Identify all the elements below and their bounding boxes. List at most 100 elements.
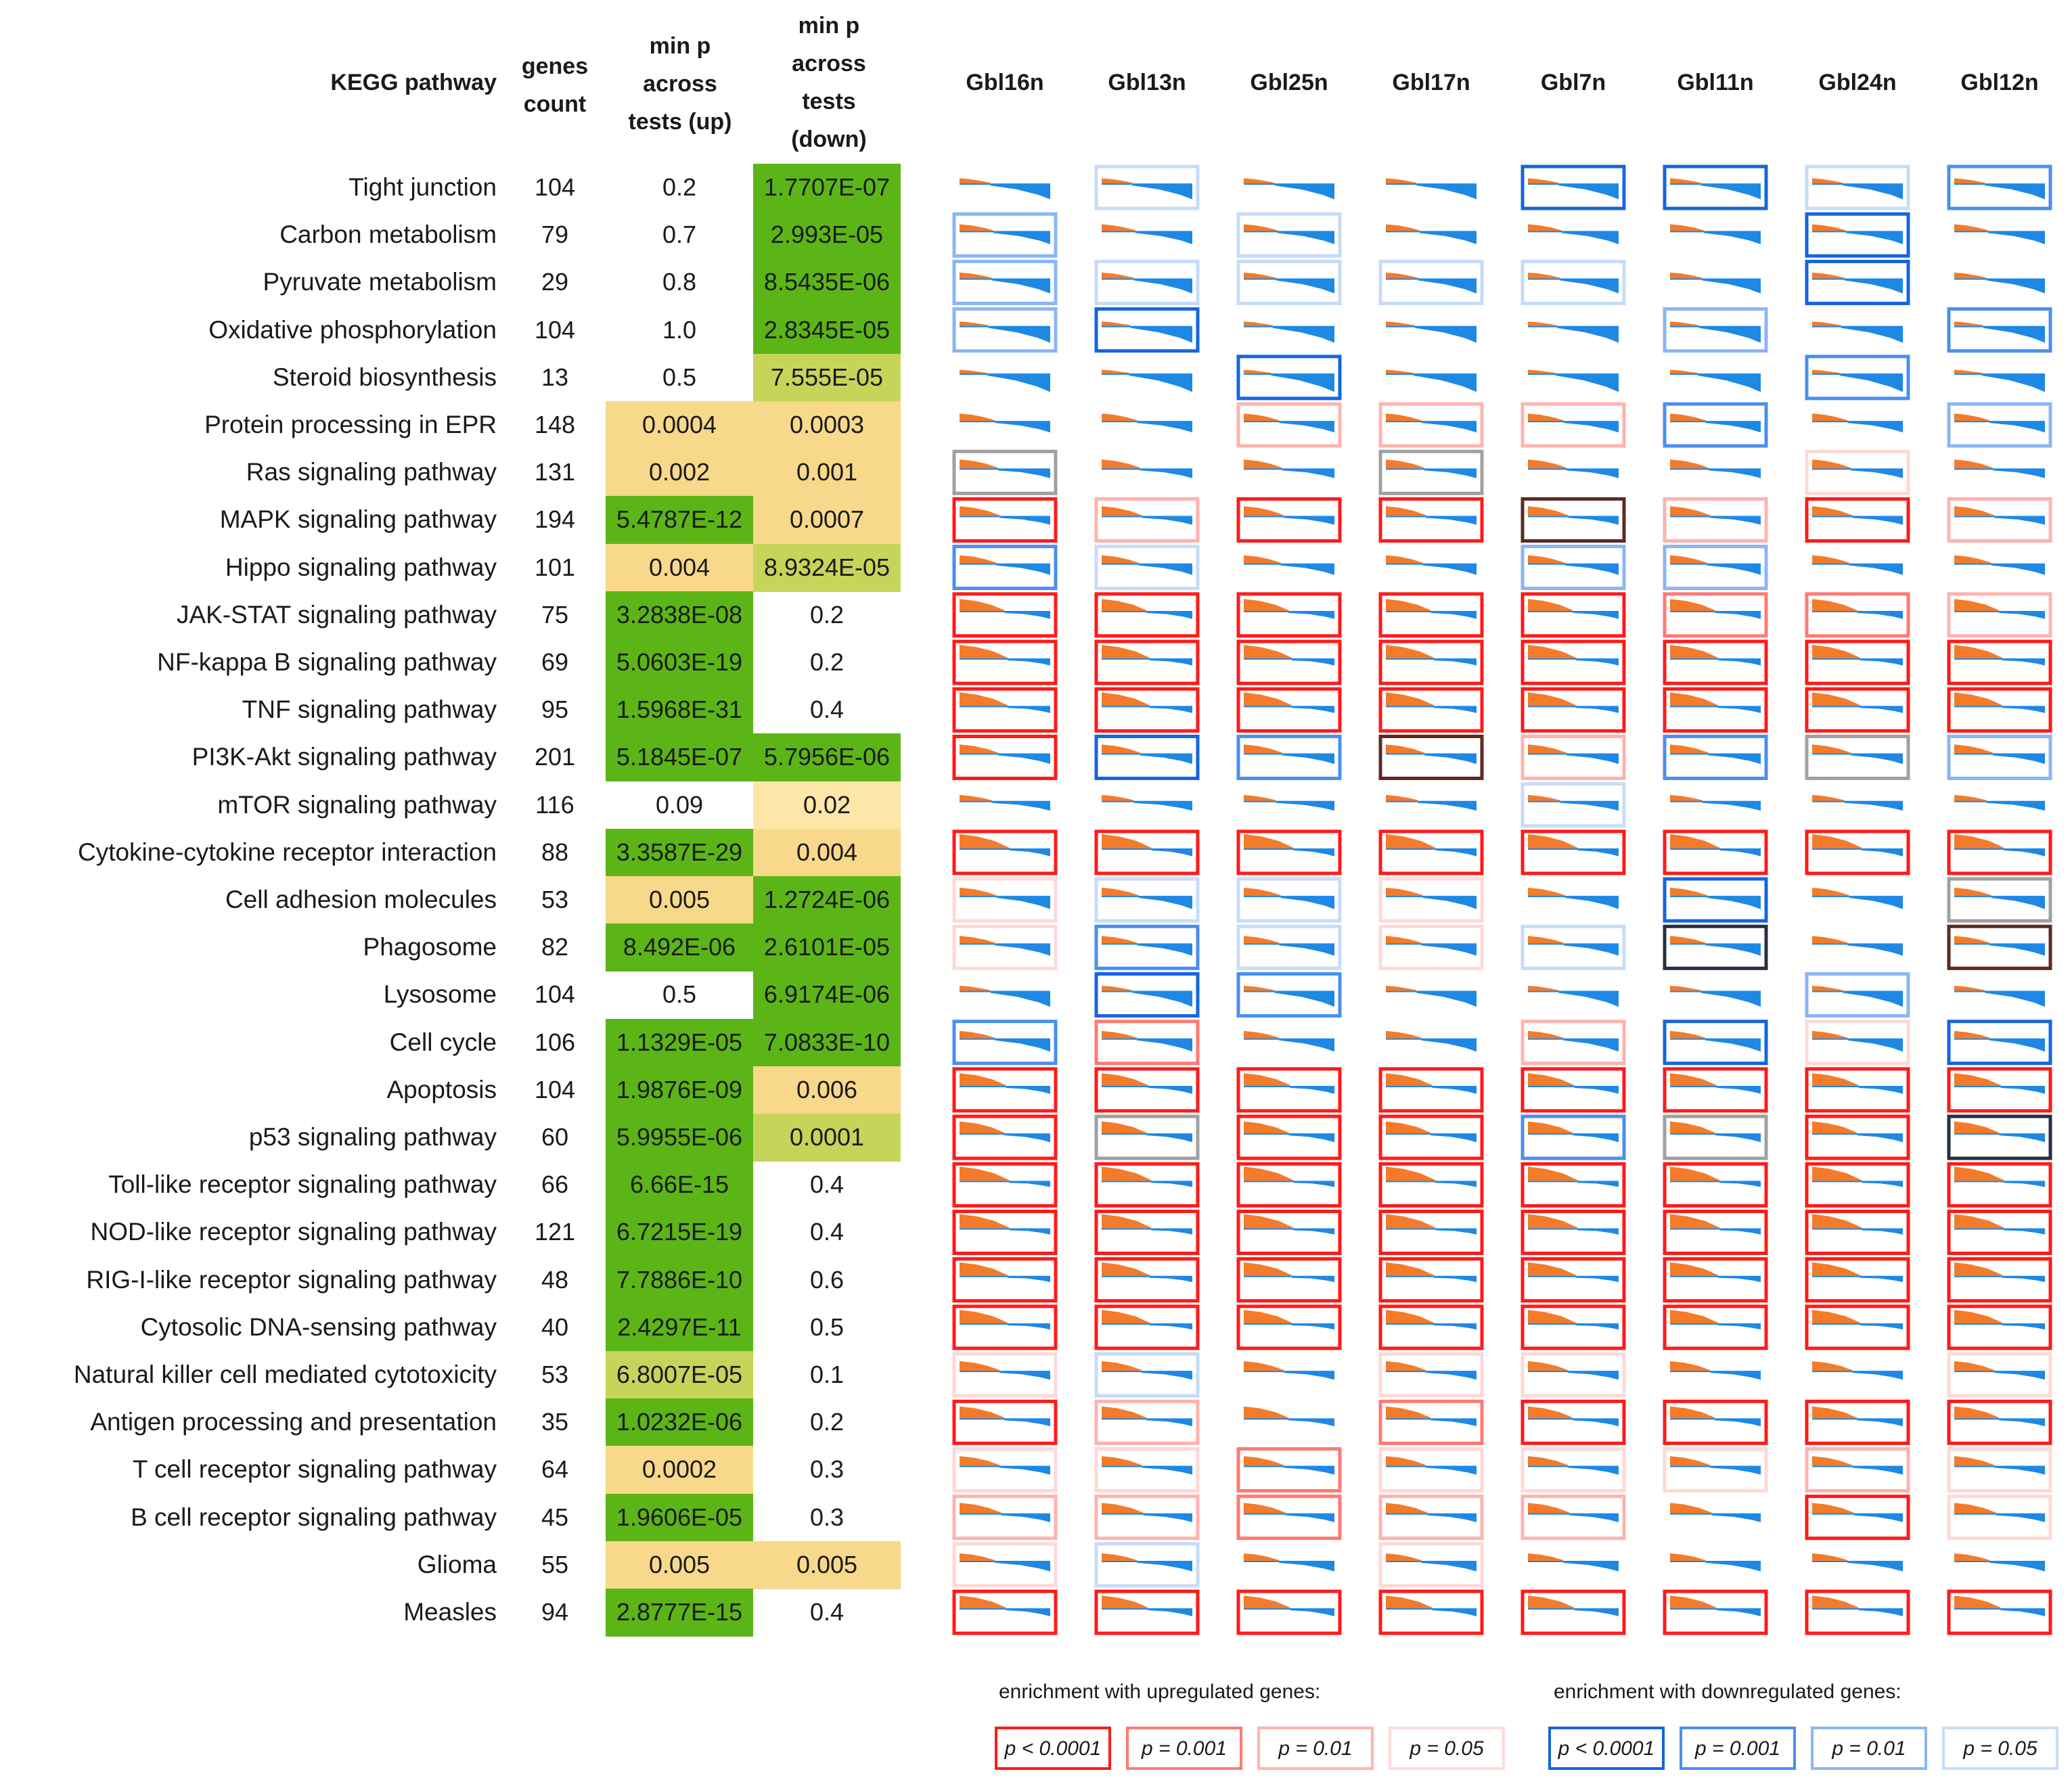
upregulated-area <box>1954 459 1993 470</box>
enrichment-cell <box>1094 972 1200 1018</box>
enrichment-cell <box>1236 212 1342 258</box>
upregulated-area <box>1528 272 1560 279</box>
sample-header-gbl17n: Gbl17n <box>1392 70 1470 95</box>
downregulated-area <box>1999 1134 2045 1143</box>
min-p-down-cell: 0.004 <box>753 828 901 877</box>
legend-item: p < 0.0001 <box>995 1727 1111 1770</box>
upregulated-area <box>960 1595 1006 1610</box>
significance-frame <box>1378 449 1484 495</box>
min-p-up-cell: 6.7215E-19 <box>606 1208 753 1257</box>
downregulated-area <box>1986 279 2045 294</box>
min-p-up-cell: 8.492E-06 <box>606 924 753 972</box>
upregulated-area <box>1670 369 1698 374</box>
downregulated-area <box>1276 279 1334 294</box>
legend-item: p = 0.001 <box>1680 1727 1796 1770</box>
sample-header-gbl16n: Gbl16n <box>966 70 1044 95</box>
min-p-down-cell: 0.001 <box>753 449 901 497</box>
downregulated-area <box>1852 1371 1903 1380</box>
enrichment-cell <box>1947 1257 2052 1303</box>
upregulated-area <box>1812 1595 1859 1610</box>
enrichment-cell <box>1805 1447 1910 1492</box>
header-down-line-1: min p <box>798 13 860 39</box>
genes-count: 40 <box>541 1313 569 1341</box>
upregulated-area <box>960 985 991 992</box>
downregulated-area <box>1284 1371 1334 1380</box>
downregulated-area <box>1421 1561 1477 1572</box>
enrichment-cell <box>1236 402 1342 448</box>
significance-frame <box>1805 260 1910 305</box>
downregulated-area <box>1426 1371 1477 1380</box>
enrichment-cell <box>1947 1495 2052 1541</box>
enrichment-cell <box>1094 1495 1200 1541</box>
upregulated-area <box>1670 1456 1711 1467</box>
upregulated-area <box>1954 1214 2004 1229</box>
enrichment-cell <box>1805 1304 1910 1350</box>
enrichment-cell <box>1378 1399 1484 1445</box>
significance-frame <box>1947 1020 2052 1066</box>
enrichment-cell <box>1236 592 1342 638</box>
significance-frame <box>1378 1304 1484 1350</box>
upregulated-area <box>1102 272 1134 279</box>
downregulated-area <box>1009 1181 1050 1187</box>
significance-frame <box>1236 497 1342 543</box>
enrichment-cell <box>1805 164 1910 210</box>
header-down-line-3: tests <box>802 89 856 114</box>
significance-frame <box>1521 1257 1626 1303</box>
enrichment-cell <box>1805 829 1910 875</box>
genes-count: 79 <box>541 221 569 249</box>
enrichment-cell <box>1947 402 2052 448</box>
significance-frame <box>1094 592 1200 638</box>
min-p-up-cell: 1.0232E-06 <box>606 1398 753 1447</box>
enrichment-cell <box>1954 459 2045 478</box>
significance-frame <box>1094 164 1200 210</box>
significance-frame <box>1947 1495 2052 1541</box>
enrichment-cell <box>1947 307 2052 353</box>
enrichment-cell <box>1670 1361 1761 1380</box>
upregulated-area <box>1244 272 1276 279</box>
enrichment-cell <box>1954 985 2045 1007</box>
genes-count: 106 <box>534 1028 576 1056</box>
downregulated-area <box>1288 1419 1334 1427</box>
significance-frame <box>1663 639 1768 685</box>
upregulated-area <box>1812 1503 1854 1514</box>
upregulated-area <box>1386 506 1426 517</box>
significance-frame <box>1521 260 1626 305</box>
significance-frame <box>1663 1304 1768 1350</box>
upregulated-area <box>1670 985 1701 992</box>
upregulated-area <box>1528 1361 1569 1372</box>
enrichment-cell <box>1378 1447 1484 1492</box>
enrichment-cell <box>1236 1162 1342 1208</box>
significance-frame <box>1947 307 2052 353</box>
enrichment-cell <box>1236 639 1342 685</box>
downregulated-area <box>1424 469 1477 478</box>
downregulated-area <box>1857 611 1903 619</box>
enrichment-cell <box>1094 260 1200 305</box>
enrichment-cell <box>1663 592 1768 638</box>
genes-count: 104 <box>534 980 576 1009</box>
legend-up-title: enrichment with upregulated genes: <box>999 1681 1321 1703</box>
downregulated-area <box>1860 1323 1903 1330</box>
downregulated-area <box>2002 659 2045 666</box>
significance-frame <box>1663 497 1768 543</box>
significance-frame <box>952 735 1058 780</box>
enrichment-cell <box>1244 555 1334 575</box>
downregulated-area <box>1710 1371 1761 1380</box>
upregulated-area <box>1528 692 1577 707</box>
downregulated-area <box>1434 1323 1477 1330</box>
enrichment-cell <box>1663 307 1768 353</box>
min-p-down-cell: 0.5 <box>809 1313 844 1341</box>
genes-count: 104 <box>534 173 576 201</box>
pathway-name: TNF signaling pathway <box>242 696 497 724</box>
significance-frame <box>1094 497 1200 543</box>
downregulated-area <box>1999 611 2045 619</box>
pathway-name: Cell adhesion molecules <box>225 886 497 913</box>
significance-frame <box>1663 1162 1768 1208</box>
enrichment-cell <box>1954 1553 2045 1572</box>
pathway-name: Cytokine-cytokine receptor interaction <box>77 838 497 866</box>
enrichment-cell <box>1663 687 1768 733</box>
upregulated-area <box>960 1121 1005 1135</box>
upregulated-area <box>1102 985 1133 992</box>
upregulated-area <box>960 645 1008 660</box>
enrichment-cell <box>1236 687 1342 733</box>
upregulated-area <box>1670 1361 1711 1372</box>
